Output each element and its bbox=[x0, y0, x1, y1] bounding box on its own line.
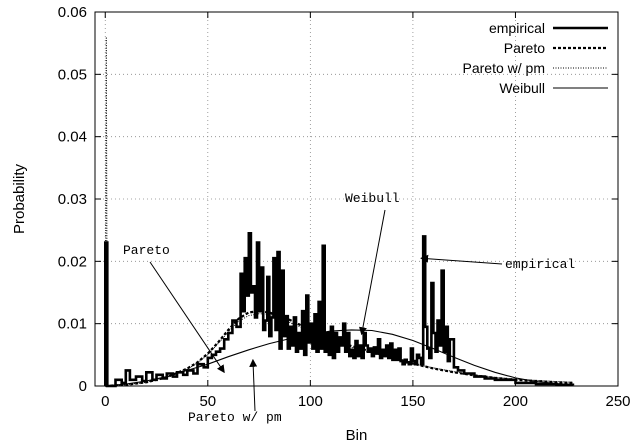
x-tick-label: 250 bbox=[605, 393, 630, 410]
series-empirical bbox=[104, 232, 575, 388]
y-tick-label: 0.06 bbox=[58, 4, 87, 21]
annotation-label: Pareto w/ pm bbox=[188, 410, 282, 425]
x-tick-label: 100 bbox=[298, 393, 323, 410]
x-tick-label: 50 bbox=[199, 393, 216, 410]
y-tick-label: 0 bbox=[79, 378, 87, 395]
annotation-label: Pareto bbox=[123, 243, 170, 258]
legend-label: empirical bbox=[489, 20, 545, 36]
annotation-label: empirical bbox=[505, 257, 575, 272]
series-pareto bbox=[105, 310, 573, 388]
y-tick-label: 0.05 bbox=[58, 66, 87, 83]
annotation-arrow bbox=[420, 254, 503, 265]
annotation-arrow bbox=[358, 209, 386, 336]
y-tick-label: 0.03 bbox=[58, 191, 87, 208]
x-tick-label: 0 bbox=[101, 393, 109, 410]
annotations: Pareto Weibull empirical Pareto w/ pm bbox=[123, 191, 575, 425]
series-weibull bbox=[105, 329, 573, 387]
annotation-arrow bbox=[249, 358, 258, 412]
x-axis-label: Bin bbox=[346, 427, 368, 444]
annotation-label: Weibull bbox=[345, 191, 400, 206]
y-tick-label: 0.04 bbox=[58, 129, 87, 146]
legend-label: Pareto w/ pm bbox=[463, 60, 545, 76]
x-tick-label: 150 bbox=[400, 393, 425, 410]
series-pareto-w-pm bbox=[104, 36, 573, 387]
y-axis-label: Probability bbox=[11, 163, 28, 234]
legend: empirical Pareto Pareto w/ pm Weibull bbox=[463, 20, 608, 96]
legend-label: Weibull bbox=[499, 80, 545, 96]
legend-label: Pareto bbox=[504, 40, 545, 56]
annotation-arrow bbox=[149, 261, 225, 374]
x-tick-label: 200 bbox=[503, 393, 528, 410]
series-layer bbox=[104, 36, 575, 388]
y-tick-label: 0.01 bbox=[58, 316, 87, 333]
y-tick-label: 0.02 bbox=[58, 253, 87, 270]
axis-ticks: 0 0.01 0.02 0.03 0.04 0.05 0.06 0 50 100 150 200 250 bbox=[58, 4, 631, 410]
